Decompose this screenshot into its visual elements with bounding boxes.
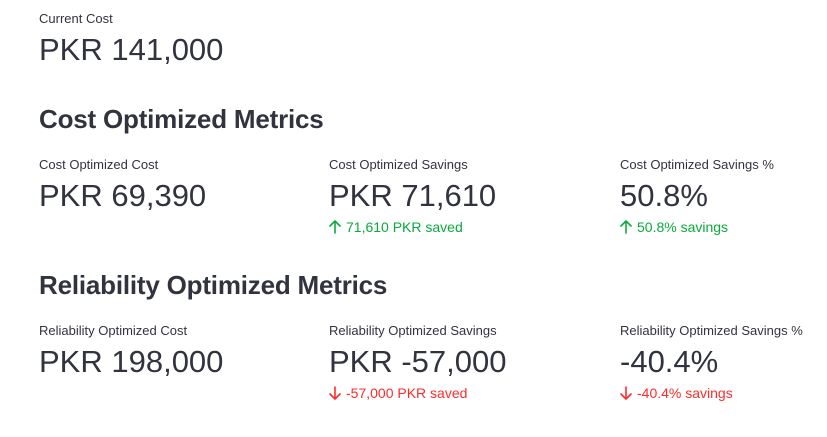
metric-delta-text: -40.4% savings bbox=[637, 385, 733, 401]
metric-value: -40.4% bbox=[620, 344, 719, 379]
current-cost-label: Current Cost bbox=[39, 11, 113, 26]
cost-optimized-savings-percent-metric: Cost Optimized Savings % 50.8% 50.8% sav… bbox=[620, 157, 827, 235]
current-cost-metric: Current Cost PKR 141,000 bbox=[39, 11, 223, 68]
metric-value: PKR -57,000 bbox=[329, 344, 507, 379]
metric-label: Reliability Optimized Savings % bbox=[620, 323, 803, 338]
cost-optimized-heading: Cost Optimized Metrics bbox=[39, 104, 324, 134]
cost-optimized-metrics-row: Cost Optimized Cost PKR 69,390 Cost Opti… bbox=[39, 157, 819, 247]
reliability-optimized-heading: Reliability Optimized Metrics bbox=[39, 270, 388, 300]
metric-delta-text: 71,610 PKR saved bbox=[346, 219, 463, 235]
metric-label: Cost Optimized Cost bbox=[39, 157, 159, 172]
cost-optimized-cost-metric: Cost Optimized Cost PKR 69,390 bbox=[39, 157, 319, 214]
reliability-optimized-metrics-row: Reliability Optimized Cost PKR 198,000 R… bbox=[39, 323, 819, 413]
arrow-down-icon bbox=[329, 386, 341, 400]
metric-delta-text: -57,000 PKR saved bbox=[346, 385, 468, 401]
metric-label: Cost Optimized Savings % bbox=[620, 157, 774, 172]
metric-delta: -40.4% savings bbox=[620, 385, 827, 401]
arrow-up-icon bbox=[329, 220, 341, 234]
metric-delta: 50.8% savings bbox=[620, 219, 827, 235]
arrow-up-icon bbox=[620, 220, 632, 234]
metric-delta: -57,000 PKR saved bbox=[329, 385, 609, 401]
reliability-optimized-savings-percent-metric: Reliability Optimized Savings % -40.4% -… bbox=[620, 323, 827, 401]
current-cost-value: PKR 141,000 bbox=[39, 32, 224, 67]
metric-delta-text: 50.8% savings bbox=[637, 219, 729, 235]
metric-value: 50.8% bbox=[620, 178, 708, 213]
metric-label: Reliability Optimized Savings bbox=[329, 323, 497, 338]
reliability-optimized-cost-metric: Reliability Optimized Cost PKR 198,000 bbox=[39, 323, 319, 380]
metric-label: Reliability Optimized Cost bbox=[39, 323, 188, 338]
metric-value: PKR 69,390 bbox=[39, 178, 207, 213]
metric-value: PKR 198,000 bbox=[39, 344, 224, 379]
cost-optimized-savings-metric: Cost Optimized Savings PKR 71,610 71,610… bbox=[329, 157, 609, 235]
metric-value: PKR 71,610 bbox=[329, 178, 497, 213]
metrics-page: Current Cost PKR 141,000 Cost Optimized … bbox=[39, 0, 819, 437]
arrow-down-icon bbox=[620, 386, 632, 400]
reliability-optimized-savings-metric: Reliability Optimized Savings PKR -57,00… bbox=[329, 323, 609, 401]
metric-delta: 71,610 PKR saved bbox=[329, 219, 609, 235]
metric-label: Cost Optimized Savings bbox=[329, 157, 468, 172]
